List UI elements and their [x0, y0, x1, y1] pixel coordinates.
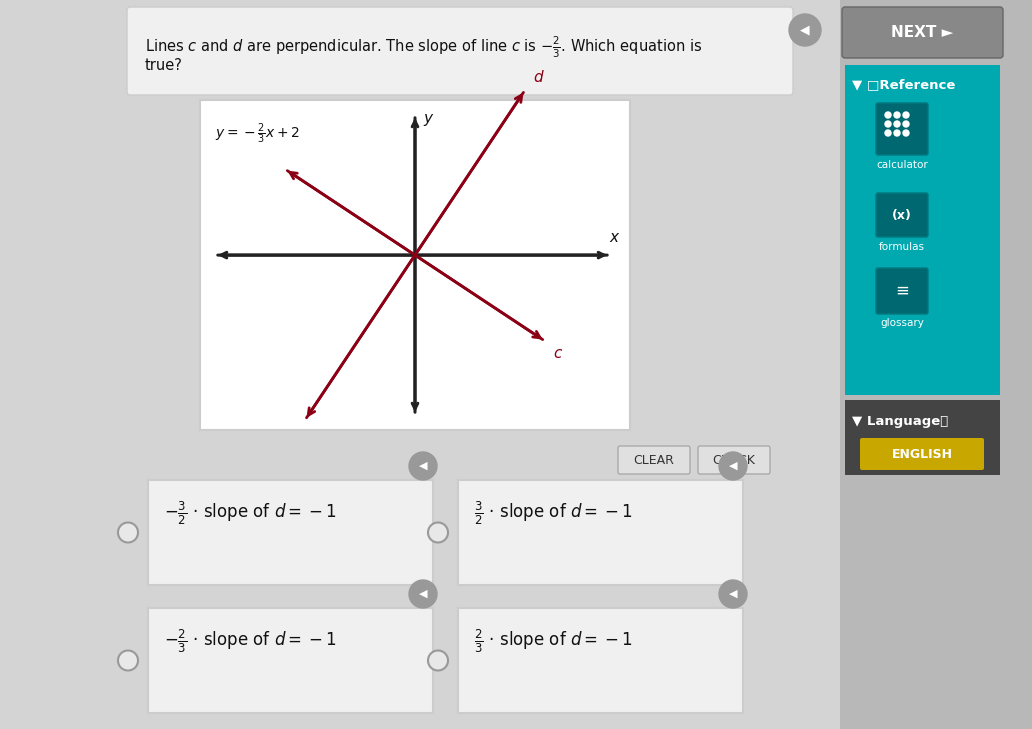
- Text: formulas: formulas: [879, 242, 925, 252]
- Text: (x): (x): [892, 208, 912, 222]
- FancyBboxPatch shape: [842, 7, 1003, 58]
- Text: true?: true?: [146, 58, 183, 73]
- Text: ▼ □Reference: ▼ □Reference: [852, 78, 956, 91]
- Text: $y$: $y$: [423, 112, 434, 128]
- Text: calculator: calculator: [876, 160, 928, 170]
- Circle shape: [885, 130, 891, 136]
- Text: ◀: ◀: [800, 23, 810, 36]
- Text: ◀: ◀: [729, 461, 737, 471]
- Text: $-\frac{2}{3}$ · slope of $d = -1$: $-\frac{2}{3}$ · slope of $d = -1$: [164, 628, 336, 655]
- Text: ◀: ◀: [419, 589, 427, 599]
- Text: ◀: ◀: [419, 461, 427, 471]
- Text: ◀: ◀: [729, 589, 737, 599]
- Circle shape: [719, 452, 747, 480]
- Circle shape: [118, 523, 138, 542]
- Circle shape: [903, 112, 909, 118]
- FancyBboxPatch shape: [845, 400, 1000, 475]
- Text: $c$: $c$: [553, 346, 563, 361]
- Text: $-\frac{3}{2}$ · slope of $d = -1$: $-\frac{3}{2}$ · slope of $d = -1$: [164, 500, 336, 527]
- FancyBboxPatch shape: [876, 268, 928, 314]
- FancyBboxPatch shape: [0, 0, 840, 729]
- Circle shape: [789, 14, 821, 46]
- Circle shape: [903, 121, 909, 127]
- FancyBboxPatch shape: [618, 446, 690, 474]
- Circle shape: [428, 650, 448, 671]
- FancyBboxPatch shape: [148, 480, 433, 585]
- Circle shape: [409, 452, 437, 480]
- FancyBboxPatch shape: [127, 7, 793, 95]
- Text: CHECK: CHECK: [712, 453, 755, 467]
- Text: $y = -\frac{2}{3}x+2$: $y = -\frac{2}{3}x+2$: [215, 122, 300, 147]
- FancyBboxPatch shape: [860, 438, 983, 470]
- Circle shape: [719, 580, 747, 608]
- Text: $d$: $d$: [533, 69, 545, 85]
- Circle shape: [118, 650, 138, 671]
- Text: $\frac{3}{2}$ · slope of $d = -1$: $\frac{3}{2}$ · slope of $d = -1$: [474, 500, 633, 527]
- FancyBboxPatch shape: [845, 65, 1000, 395]
- Circle shape: [894, 121, 900, 127]
- Text: ≡: ≡: [895, 282, 909, 300]
- Circle shape: [409, 580, 437, 608]
- Circle shape: [903, 130, 909, 136]
- Circle shape: [894, 130, 900, 136]
- FancyBboxPatch shape: [458, 480, 743, 585]
- Circle shape: [428, 523, 448, 542]
- FancyBboxPatch shape: [698, 446, 770, 474]
- Circle shape: [885, 121, 891, 127]
- FancyBboxPatch shape: [148, 608, 433, 713]
- FancyBboxPatch shape: [876, 193, 928, 237]
- Text: CLEAR: CLEAR: [634, 453, 675, 467]
- Text: ENGLISH: ENGLISH: [892, 448, 953, 461]
- Text: $\frac{2}{3}$ · slope of $d = -1$: $\frac{2}{3}$ · slope of $d = -1$: [474, 628, 633, 655]
- FancyBboxPatch shape: [458, 608, 743, 713]
- Text: NEXT ►: NEXT ►: [891, 25, 954, 39]
- FancyBboxPatch shape: [200, 100, 630, 430]
- Text: ▼ Languageⓘ: ▼ Languageⓘ: [852, 415, 948, 428]
- Text: glossary: glossary: [880, 318, 924, 328]
- Text: $x$: $x$: [609, 230, 621, 245]
- Circle shape: [885, 112, 891, 118]
- Text: Lines $c$ and $d$ are perpendicular. The slope of line $c$ is $-\frac{2}{3}$. Wh: Lines $c$ and $d$ are perpendicular. The…: [146, 35, 702, 61]
- FancyBboxPatch shape: [876, 103, 928, 155]
- Circle shape: [894, 112, 900, 118]
